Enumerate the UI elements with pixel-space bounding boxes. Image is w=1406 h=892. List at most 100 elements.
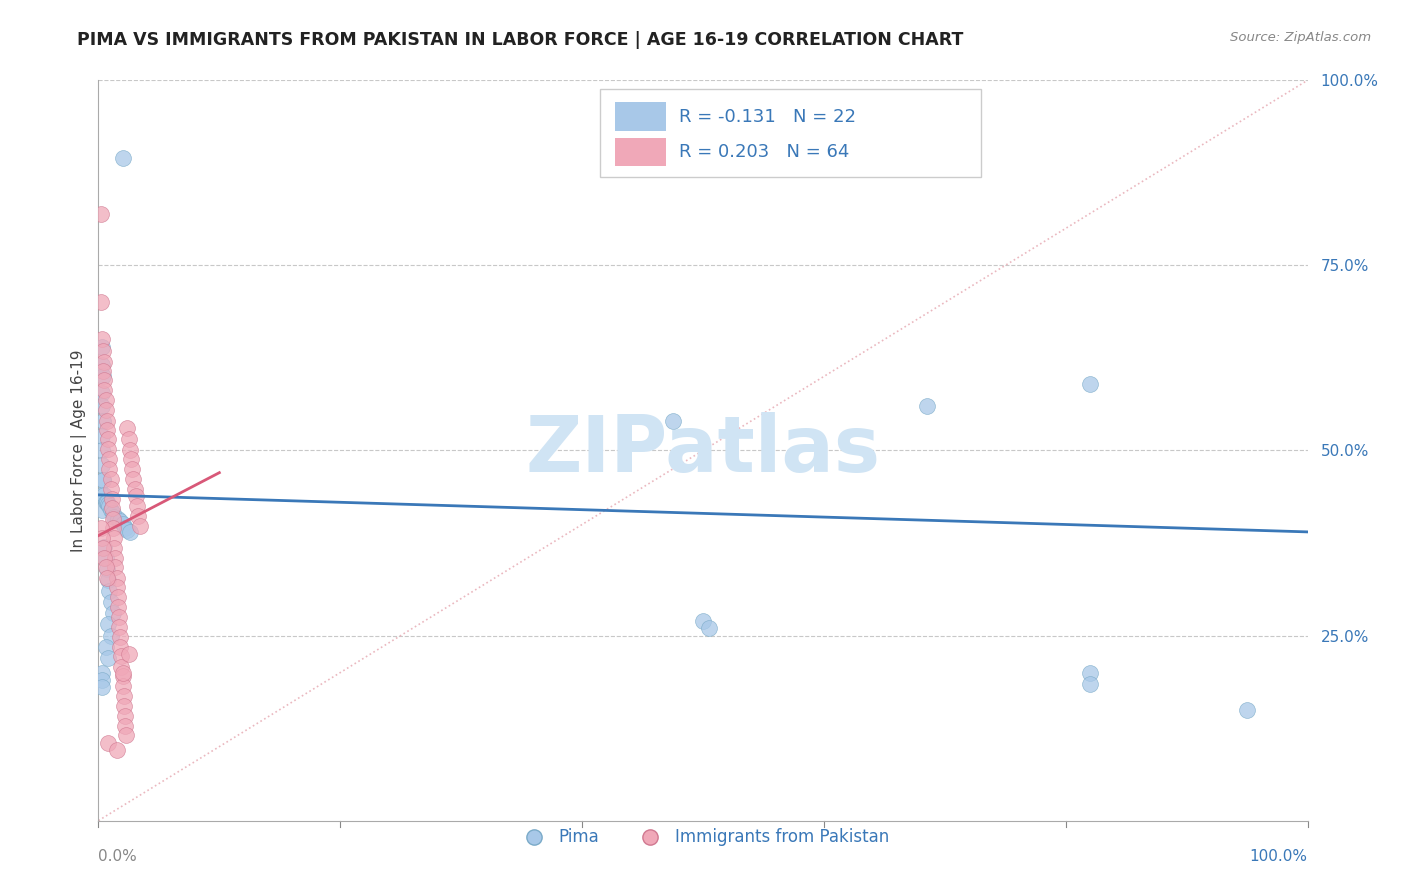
Text: ZIPatlas: ZIPatlas [526,412,880,489]
Point [105,743,128,757]
Point [111,517,134,532]
Point [91,443,114,458]
Point [117,421,139,435]
Point [112,698,135,713]
Point [100,628,122,642]
Point [100,501,122,516]
Point [117,524,139,538]
Point [93,550,115,565]
Point [90,206,112,220]
Point [91,343,114,358]
Point [105,581,128,595]
Point [91,665,114,680]
Point [94,495,117,509]
Point [97,442,120,456]
Point [118,443,141,458]
Point [101,607,124,621]
Point [97,573,120,587]
Point [91,541,114,556]
Point [122,472,145,486]
Point [93,488,115,502]
FancyBboxPatch shape [614,103,665,130]
Point [94,560,117,574]
Point [91,385,114,400]
Text: 100.0%: 100.0% [1250,849,1308,863]
Point [97,433,120,447]
Point [107,600,129,615]
Point [1236,703,1258,717]
Legend: Pima, Immigrants from Pakistan: Pima, Immigrants from Pakistan [510,822,896,853]
Point [118,524,141,539]
Point [91,414,114,428]
Point [91,531,114,545]
Point [112,690,135,704]
Point [91,458,114,473]
Point [104,560,127,574]
Point [107,590,129,604]
Point [97,650,120,665]
Point [915,399,938,413]
Point [118,647,141,661]
Point [94,393,117,408]
Point [96,423,118,437]
FancyBboxPatch shape [600,89,981,177]
Point [96,495,118,509]
Point [107,511,129,525]
Point [100,472,122,486]
Point [91,332,114,346]
Point [100,491,122,506]
Point [93,373,115,387]
Point [94,402,117,417]
Point [101,507,124,521]
Point [93,383,115,397]
Point [114,708,136,723]
Point [108,514,131,528]
Point [91,473,114,487]
Point [91,488,114,502]
Point [97,497,120,511]
Point [91,340,114,354]
Point [115,729,138,743]
Point [90,521,112,535]
Y-axis label: In Labor Force | Age 16-19: In Labor Force | Age 16-19 [72,349,87,552]
Point [114,719,136,733]
Point [120,452,142,467]
Point [91,673,114,687]
Point [96,571,118,585]
Point [93,354,115,368]
Point [1078,376,1101,391]
Point [96,414,118,428]
Point [90,295,112,310]
Point [111,669,134,683]
Point [111,665,134,680]
Point [121,462,143,476]
Point [127,508,149,523]
Point [697,621,720,635]
Point [98,584,121,599]
Point [91,502,114,516]
Point [91,399,114,413]
Point [1078,676,1101,690]
Point [692,614,714,628]
Point [98,462,121,476]
Point [93,540,115,554]
Point [91,428,114,442]
Point [103,531,125,545]
Point [103,510,125,524]
Text: R = -0.131   N = 22: R = -0.131 N = 22 [679,108,856,126]
Point [100,595,122,609]
Point [91,359,114,373]
Point [98,452,121,467]
Point [100,482,122,496]
Point [108,620,131,634]
Point [91,681,114,695]
Point [114,521,136,535]
Point [108,630,131,644]
Point [118,433,141,447]
FancyBboxPatch shape [614,138,665,166]
Point [103,541,125,556]
Point [101,521,124,535]
Point [98,499,121,513]
Text: 0.0%: 0.0% [98,849,138,863]
Text: PIMA VS IMMIGRANTS FROM PAKISTAN IN LABOR FORCE | AGE 16-19 CORRELATION CHART: PIMA VS IMMIGRANTS FROM PAKISTAN IN LABO… [77,31,963,49]
